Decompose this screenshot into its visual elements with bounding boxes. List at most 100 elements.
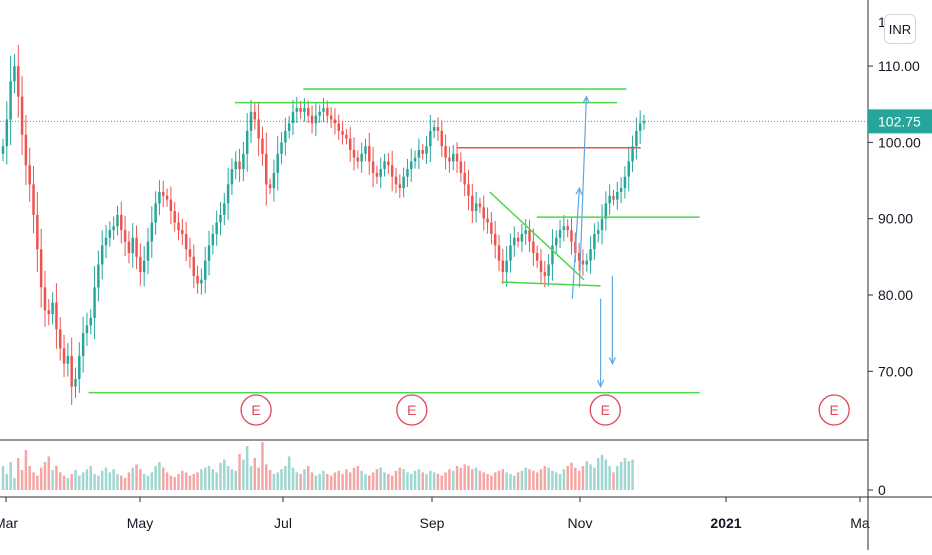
- candle-body: [17, 66, 20, 97]
- candle-body: [352, 150, 356, 158]
- volume-bar: [631, 459, 634, 490]
- volume-bar: [528, 469, 531, 490]
- candle-body: [516, 237, 520, 242]
- candle-body: [177, 222, 180, 231]
- volume-bar: [440, 475, 444, 490]
- volume-bar: [85, 469, 89, 490]
- volume-bars: [1, 442, 634, 490]
- candle-body: [577, 253, 581, 261]
- volume-bar: [608, 466, 611, 490]
- candle-body: [211, 233, 215, 246]
- volume-bar: [513, 475, 516, 490]
- candle-body: [215, 222, 218, 234]
- volume-bar: [127, 472, 131, 490]
- candle-body: [310, 115, 314, 124]
- candle-body: [448, 157, 451, 162]
- candle-body: [89, 317, 92, 326]
- candle-body: [463, 172, 466, 185]
- candles: [1, 44, 646, 406]
- time-tick-label: Mar: [0, 515, 18, 531]
- volume-bar: [215, 472, 218, 490]
- candle-body: [429, 130, 432, 147]
- earnings-marker-label: E: [830, 402, 839, 418]
- candle-body: [280, 142, 283, 154]
- volume-bar: [574, 467, 577, 490]
- volume-bar: [97, 475, 100, 490]
- price-tick-label: 90.00: [878, 211, 913, 227]
- volume-bar: [100, 470, 104, 490]
- candle-body: [112, 226, 115, 231]
- candle-body: [223, 203, 226, 215]
- price-tick-label: 100.00: [878, 134, 921, 150]
- candle-body: [97, 264, 100, 288]
- volume-bar: [417, 469, 421, 490]
- volume-bar: [455, 466, 459, 490]
- candle-body: [253, 111, 257, 120]
- candle-body: [265, 153, 268, 185]
- volume-bar: [146, 475, 150, 490]
- candle-body: [47, 310, 51, 315]
- volume-bar: [425, 474, 428, 490]
- volume-bar: [577, 470, 581, 490]
- volume-bar: [310, 472, 314, 490]
- candle-body: [93, 287, 96, 318]
- candle-body: [127, 241, 131, 254]
- candle-body: [51, 302, 54, 315]
- volume-bar: [432, 472, 436, 490]
- candle-body: [322, 108, 325, 112]
- volume-bar: [398, 467, 402, 490]
- volume-bar: [226, 466, 230, 490]
- candle-body: [192, 256, 196, 276]
- candle-body: [116, 214, 119, 227]
- volume-bar: [181, 470, 184, 490]
- candle-body: [131, 237, 134, 254]
- volume-bar: [188, 475, 192, 490]
- candle-body: [142, 260, 146, 273]
- candle-body: [318, 111, 321, 116]
- candle-body: [276, 153, 279, 173]
- candle-body: [32, 184, 35, 215]
- volume-bar: [490, 475, 493, 490]
- candle-body: [497, 245, 501, 261]
- volume-bar: [555, 472, 558, 490]
- candle-body: [593, 233, 596, 250]
- volume-bar: [623, 458, 627, 490]
- candle-body: [451, 153, 455, 162]
- volume-bar: [493, 472, 497, 490]
- volume-bar: [318, 474, 321, 490]
- volume-bar: [448, 469, 451, 490]
- volume-bar: [51, 470, 54, 490]
- volume-bar: [463, 464, 466, 490]
- candle-body: [604, 203, 608, 219]
- candle-body: [169, 199, 173, 212]
- volume-bar: [196, 472, 199, 490]
- volume-bar: [291, 467, 295, 490]
- candle-body: [314, 115, 318, 124]
- candle-body: [543, 272, 547, 276]
- candle-body: [570, 230, 573, 242]
- volume-bar: [169, 475, 173, 490]
- last-price-badge-bg: [868, 109, 932, 134]
- volume-bar: [566, 466, 569, 490]
- candle-body: [638, 123, 642, 131]
- volume-bar: [375, 469, 379, 490]
- currency-badge[interactable]: INR: [884, 14, 916, 44]
- candle-body: [295, 108, 299, 112]
- volume-bar: [192, 474, 196, 490]
- earnings-marker: [396, 394, 428, 426]
- volume-bar: [558, 474, 562, 490]
- candle-body: [299, 108, 302, 112]
- candle-body: [387, 161, 390, 166]
- candle-body: [524, 230, 527, 234]
- candle-body: [383, 161, 386, 170]
- annotation-arrows: [571, 95, 616, 388]
- candle-body: [612, 195, 615, 200]
- volume-bar: [402, 469, 405, 490]
- volume-bar: [249, 466, 253, 490]
- volume-bar: [13, 478, 16, 490]
- candle-body: [619, 188, 623, 192]
- candle-body: [406, 169, 409, 177]
- volume-bar: [474, 467, 478, 490]
